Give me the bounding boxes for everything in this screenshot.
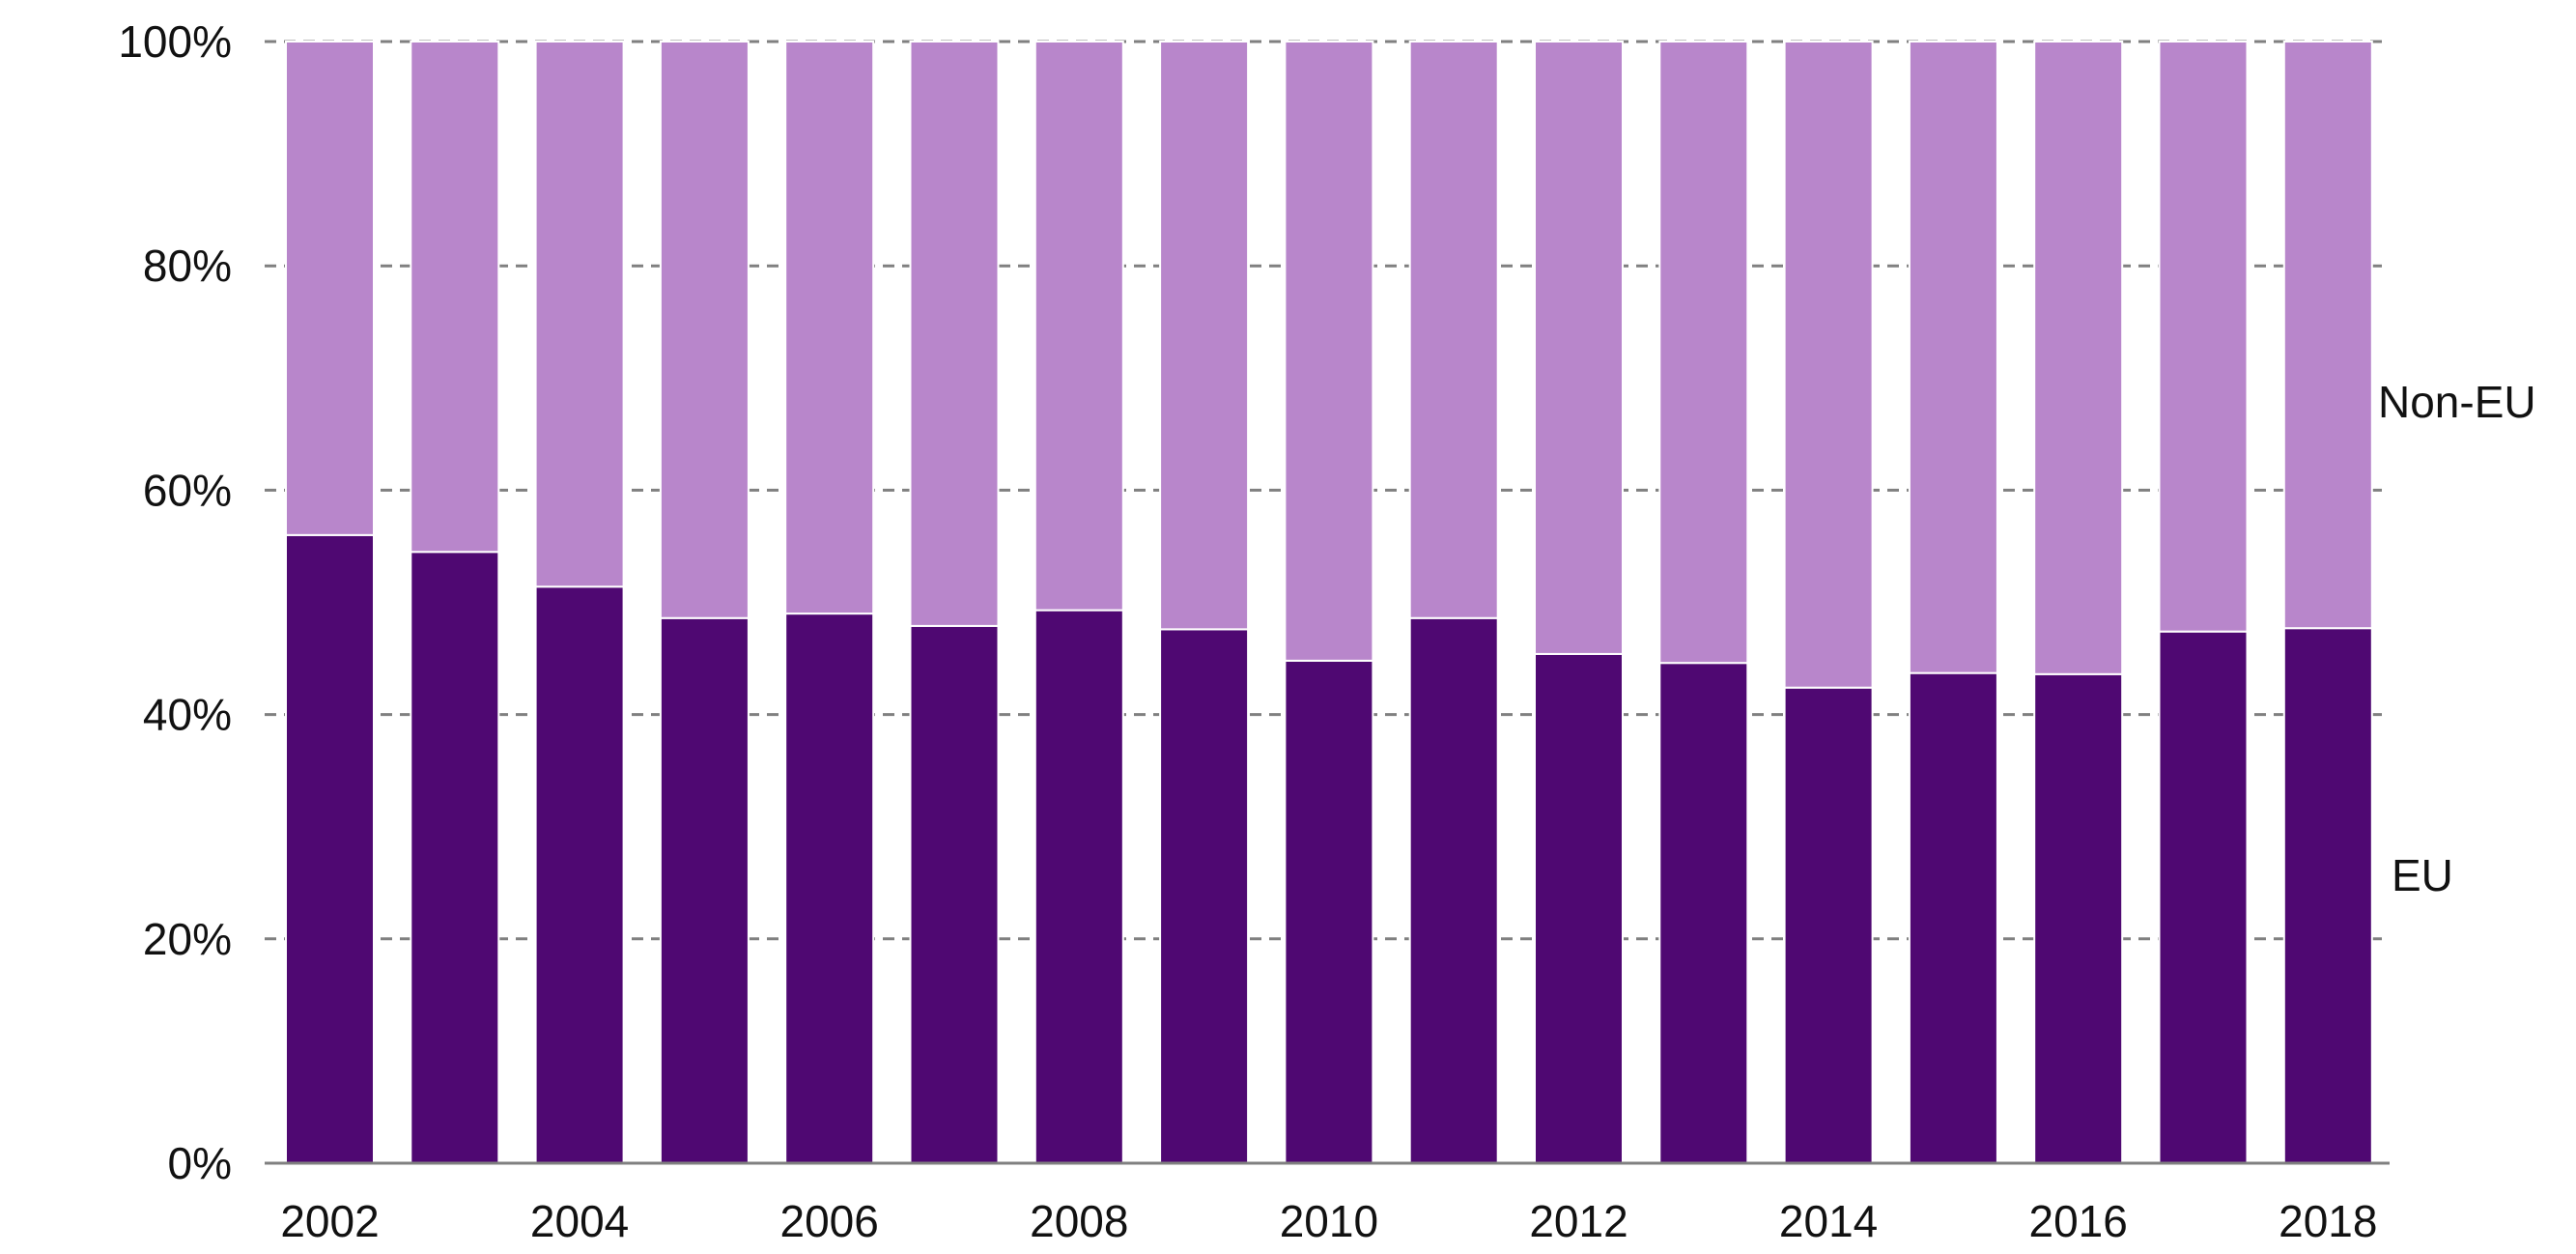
bar-eu-2010 bbox=[1284, 659, 1374, 1164]
bar-eu-2004 bbox=[534, 585, 625, 1164]
x-axis-ticks: 2002 2004 2006 2008 2010 2012 2014 2016 2018 bbox=[280, 1196, 2377, 1246]
bar-non-eu-2004 bbox=[534, 41, 625, 588]
bar-eu-2011 bbox=[1408, 616, 1499, 1164]
x-tick-label: 2012 bbox=[1529, 1196, 1628, 1246]
bar-eu-2003 bbox=[410, 551, 500, 1164]
bars bbox=[285, 41, 2373, 1165]
bar-non-eu-2010 bbox=[1284, 41, 1374, 662]
y-axis-ticks: 0% 20% 40% 60% 80% 100% bbox=[118, 16, 232, 1188]
bar-eu-2005 bbox=[659, 616, 750, 1164]
y-tick-label: 40% bbox=[143, 690, 232, 740]
y-tick-label: 100% bbox=[118, 16, 232, 67]
bar-non-eu-2017 bbox=[2158, 41, 2249, 633]
bar-non-eu-2018 bbox=[2282, 41, 2373, 630]
bar-non-eu-2003 bbox=[410, 41, 500, 554]
bar-non-eu-2006 bbox=[784, 41, 875, 615]
bar-non-eu-2014 bbox=[1783, 41, 1874, 689]
bar-non-eu-2005 bbox=[659, 41, 750, 619]
y-tick-label: 0% bbox=[168, 1138, 232, 1188]
y-tick-label: 80% bbox=[143, 241, 232, 291]
x-tick-label: 2016 bbox=[2029, 1196, 2128, 1246]
y-tick-label: 20% bbox=[143, 914, 232, 964]
bar-non-eu-2013 bbox=[1658, 41, 1749, 665]
bar-eu-2008 bbox=[1033, 609, 1124, 1164]
bar-eu-2009 bbox=[1159, 628, 1250, 1164]
bar-eu-2002 bbox=[285, 533, 375, 1164]
x-tick-label: 2010 bbox=[1280, 1196, 1378, 1246]
bar-eu-2014 bbox=[1783, 686, 1874, 1165]
legend-label-eu: EU bbox=[2392, 850, 2453, 900]
bar-non-eu-2011 bbox=[1408, 41, 1499, 619]
bar-eu-2007 bbox=[909, 624, 1000, 1164]
bar-non-eu-2012 bbox=[1534, 41, 1624, 655]
legend-label-non-eu: Non-EU bbox=[2378, 377, 2536, 427]
y-tick-label: 60% bbox=[143, 465, 232, 515]
bar-non-eu-2002 bbox=[285, 41, 375, 536]
bar-eu-2013 bbox=[1658, 662, 1749, 1164]
bar-eu-2012 bbox=[1534, 652, 1624, 1164]
bar-eu-2018 bbox=[2282, 627, 2373, 1164]
x-tick-label: 2008 bbox=[1030, 1196, 1128, 1246]
bar-non-eu-2015 bbox=[1908, 41, 1998, 674]
bar-non-eu-2008 bbox=[1033, 41, 1124, 612]
bar-eu-2006 bbox=[784, 613, 875, 1164]
x-tick-label: 2018 bbox=[2279, 1196, 2377, 1246]
x-tick-label: 2004 bbox=[530, 1196, 629, 1246]
x-tick-label: 2002 bbox=[280, 1196, 379, 1246]
bar-eu-2015 bbox=[1908, 671, 1998, 1164]
bar-eu-2016 bbox=[2033, 672, 2124, 1165]
bar-non-eu-2016 bbox=[2033, 41, 2124, 675]
bar-non-eu-2009 bbox=[1159, 41, 1250, 631]
bar-eu-2017 bbox=[2158, 630, 2249, 1164]
x-tick-label: 2006 bbox=[780, 1196, 879, 1246]
bar-non-eu-2007 bbox=[909, 41, 1000, 627]
x-tick-label: 2014 bbox=[1779, 1196, 1878, 1246]
